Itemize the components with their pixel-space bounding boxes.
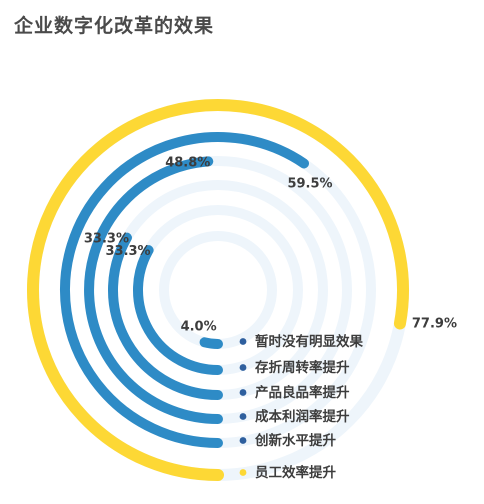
legend-label: 产品良品率提升 [255, 384, 350, 401]
legend-marker [239, 437, 247, 444]
value-label: 33.3% [84, 232, 129, 247]
value-label: 77.9% [412, 317, 457, 332]
legend-marker [239, 338, 247, 345]
legend-label: 成本利润率提升 [255, 408, 350, 425]
legend-label: 员工效率提升 [255, 464, 336, 481]
value-label: 33.3% [105, 244, 150, 259]
value-label: 48.8% [165, 155, 210, 170]
legend: 暂时没有明显效果存折周转率提升产品良品率提升成本利润率提升创新水平提升员工效率提… [239, 333, 363, 481]
legend-label: 暂时没有明显效果 [255, 333, 363, 350]
bar-5 [60, 132, 309, 448]
value-labels: 4.0% 33.3%33.3% 48.8% 59.5% 77.9% [84, 155, 457, 334]
legend-marker [239, 469, 247, 476]
bar-4 [84, 156, 223, 424]
value-label: 59.5% [287, 177, 332, 192]
legend-label: 创新水平提升 [254, 432, 336, 449]
ring-bars [27, 99, 409, 481]
legend-label: 存折周转率提升 [255, 359, 350, 376]
legend-marker [239, 364, 247, 371]
value-label: 4.0% [181, 319, 217, 334]
legend-marker [239, 413, 247, 420]
chart-title: 企业数字化改革的效果 [14, 15, 215, 37]
bar-3 [108, 232, 223, 400]
bar-6 [27, 99, 409, 481]
bar-2 [133, 245, 223, 375]
bar-1 [199, 337, 223, 349]
legend-marker [239, 389, 247, 396]
